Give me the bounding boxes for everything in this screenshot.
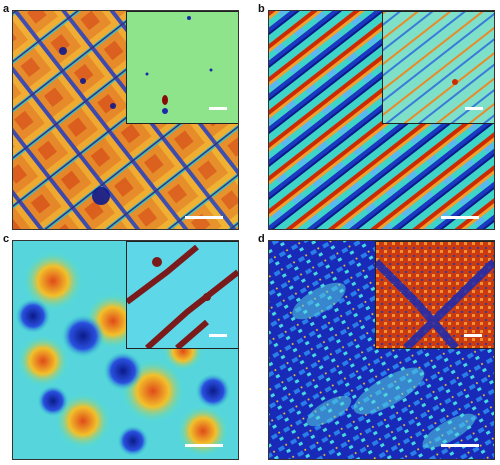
- panel-a-inset: [126, 11, 238, 124]
- panel-c-inset-scale-bar: [209, 334, 227, 337]
- panel-c-map: [13, 241, 238, 459]
- panel-a-label: a: [3, 3, 10, 15]
- panel-b-image: [268, 10, 495, 230]
- panel-c-scale-bar: [185, 444, 223, 447]
- panel-b-label: b: [258, 3, 265, 15]
- panel-d-inset: [375, 241, 494, 349]
- panel-a-inset-scale-bar: [209, 107, 227, 110]
- panel-b-scale-bar: [441, 216, 479, 219]
- panel-c-image: [12, 240, 239, 460]
- panel-a-image: [12, 10, 239, 230]
- panel-d-scale-bar: [441, 444, 479, 447]
- panel-d-label: d: [258, 233, 265, 245]
- panel-b-inset-scale-bar: [465, 107, 483, 110]
- panel-d-inset-scale-bar: [464, 334, 482, 337]
- panel-b-inset: [382, 11, 494, 124]
- panel-d-image: [268, 240, 495, 460]
- panel-c-inset: [126, 241, 238, 349]
- panel-c-label: c: [3, 233, 10, 245]
- panel-a-scale-bar: [185, 216, 223, 219]
